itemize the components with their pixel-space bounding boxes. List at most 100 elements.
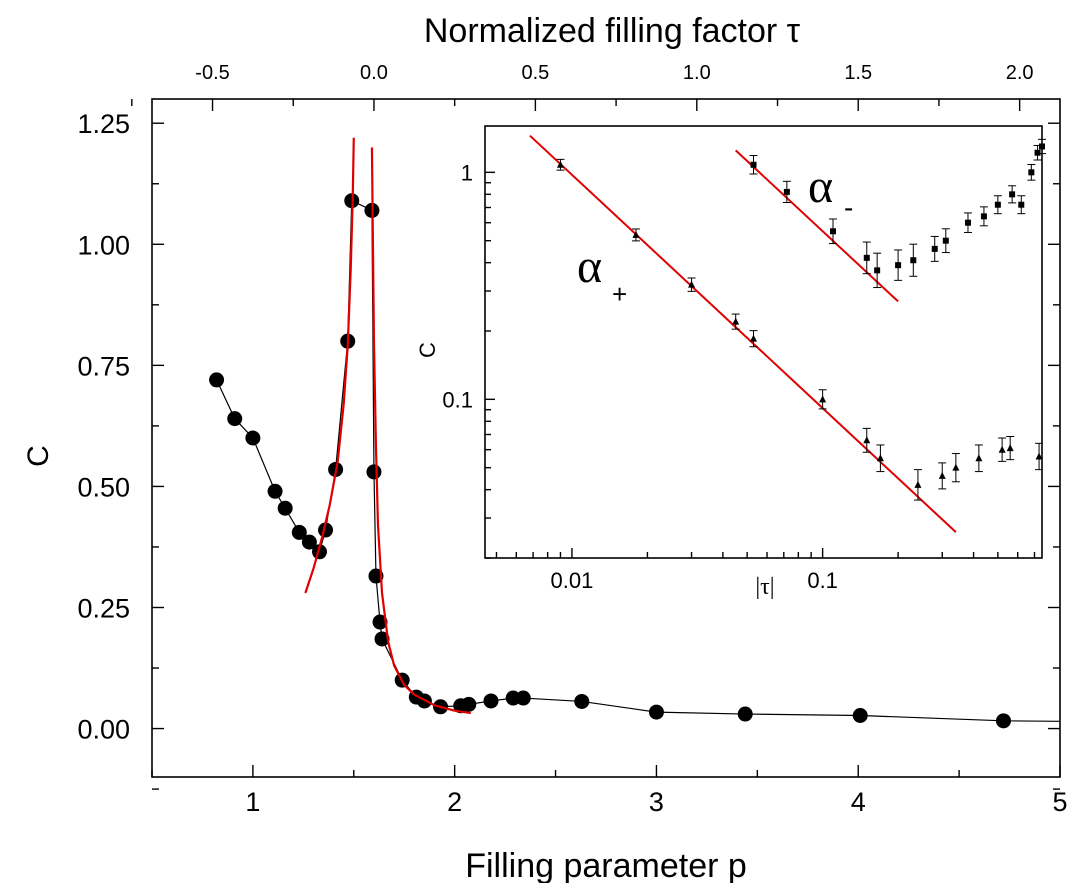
y-tick-label: 1.00 xyxy=(77,230,130,260)
inset-y-axis-title: C xyxy=(415,342,440,358)
alpha-plus-annotation: α + xyxy=(577,240,627,309)
alpha-minus-fit-line xyxy=(735,149,899,303)
data-point xyxy=(311,544,327,560)
alpha-plus-fit-line xyxy=(529,134,957,533)
x-tick-label: 3 xyxy=(649,787,664,817)
data-point xyxy=(461,696,477,712)
square-marker xyxy=(931,245,938,252)
alpha-plus-point xyxy=(687,277,696,292)
square-marker xyxy=(1018,201,1025,208)
alpha-plus-point xyxy=(876,444,885,473)
square-marker xyxy=(942,237,949,244)
inset-x-tick-label: 0.1 xyxy=(807,568,838,593)
x-tick-label: 4 xyxy=(851,787,866,817)
top-tick-label: 0.5 xyxy=(521,62,549,84)
alpha-minus-point xyxy=(829,218,838,245)
inset-axis-ticks: 0.01 0.1 0.1 1 xyxy=(442,160,1036,593)
triangle-marker xyxy=(819,395,827,403)
alpha-plus-point xyxy=(1035,442,1044,471)
triangle-marker xyxy=(914,480,922,488)
square-marker xyxy=(1034,149,1041,156)
fit-curve-right xyxy=(370,147,471,715)
inset-y-tick-label: 1 xyxy=(461,160,473,185)
data-point xyxy=(852,707,868,723)
top-tick-label: 1.5 xyxy=(844,62,872,84)
alpha-minus-point xyxy=(782,180,791,203)
main-series-lines xyxy=(216,199,1061,722)
alpha-plus-point xyxy=(862,427,871,453)
top-tick-label: -0.5 xyxy=(195,62,229,84)
square-marker xyxy=(1028,169,1035,176)
data-point xyxy=(209,372,225,388)
triangle-marker xyxy=(938,471,946,479)
alpha-plus-point xyxy=(938,462,947,490)
square-marker xyxy=(910,257,917,264)
alpha-plus-point xyxy=(951,453,960,483)
square-marker xyxy=(1009,191,1016,198)
data-point xyxy=(366,464,382,480)
square-marker xyxy=(964,219,971,226)
inset-y-tick-label: 0.1 xyxy=(442,387,473,412)
triangle-marker xyxy=(952,463,960,471)
triangle-marker xyxy=(863,436,871,444)
triangle-marker xyxy=(688,280,696,288)
square-marker xyxy=(830,228,837,235)
y-tick-label: 0.25 xyxy=(77,594,130,624)
square-marker xyxy=(980,213,987,220)
data-point xyxy=(648,704,664,720)
alpha-plus-point xyxy=(556,158,565,171)
alpha-minus-point xyxy=(979,206,988,227)
data-point xyxy=(301,534,317,550)
alpha-minus-point xyxy=(1017,195,1026,215)
inset-x-tick-label: 0.01 xyxy=(551,568,594,593)
inset-plot-frame xyxy=(484,125,1043,559)
alpha-plus-point xyxy=(631,228,640,242)
alpha-minus-point xyxy=(909,243,918,277)
main-fit-curves xyxy=(304,137,471,715)
fit-curve-left xyxy=(304,137,355,594)
main-axis-ticks: 1 2 3 4 5 0.00 0.25 0.50 0.75 1.00 1.25 -0.5 0.0 0.5 1… xyxy=(77,62,1067,817)
triangle-marker xyxy=(1006,444,1014,452)
top-tick-label: 0.0 xyxy=(360,62,388,84)
data-connecting-line xyxy=(216,199,1061,722)
data-point xyxy=(374,631,390,647)
alpha-minus-point xyxy=(894,249,903,281)
inset-fit-lines xyxy=(529,134,957,533)
main-y-axis-title: C xyxy=(22,445,55,467)
square-marker xyxy=(783,188,790,195)
alpha-plus-point xyxy=(1006,435,1015,461)
inset-x-axis-title: |τ| xyxy=(755,574,774,600)
alpha-minus-point xyxy=(963,212,972,233)
alpha-plus-point xyxy=(998,437,1007,462)
x-tick-label: 2 xyxy=(447,787,462,817)
alpha-plus-point xyxy=(913,469,922,501)
data-point xyxy=(277,500,293,516)
alpha-plus-point xyxy=(974,444,983,473)
alpha-minus-point xyxy=(1038,138,1046,155)
square-marker xyxy=(863,254,870,261)
data-point xyxy=(574,693,590,709)
data-point xyxy=(267,483,283,499)
triangle-marker xyxy=(975,454,983,462)
inset-series-markers xyxy=(556,138,1046,501)
square-marker xyxy=(1039,143,1045,150)
y-tick-label: 0.75 xyxy=(77,351,130,381)
triangle-marker xyxy=(556,160,564,168)
square-marker xyxy=(895,262,902,269)
alpha-minus-point xyxy=(1008,185,1017,204)
data-point xyxy=(291,524,307,540)
main-series-markers xyxy=(209,193,1012,729)
data-point xyxy=(996,713,1012,729)
data-point xyxy=(737,706,753,722)
top-x-axis-title: Normalized filling factor τ xyxy=(424,12,801,50)
square-marker xyxy=(874,267,881,274)
triangle-marker xyxy=(1035,452,1043,460)
alpha-plus-symbol: α xyxy=(577,240,602,293)
x-tick-label: 5 xyxy=(1052,787,1067,817)
data-point xyxy=(372,614,388,630)
triangle-marker xyxy=(998,445,1006,453)
alpha-plus-point xyxy=(731,313,740,330)
top-tick-label: 1.0 xyxy=(683,62,711,84)
y-tick-label: 1.25 xyxy=(77,109,130,139)
